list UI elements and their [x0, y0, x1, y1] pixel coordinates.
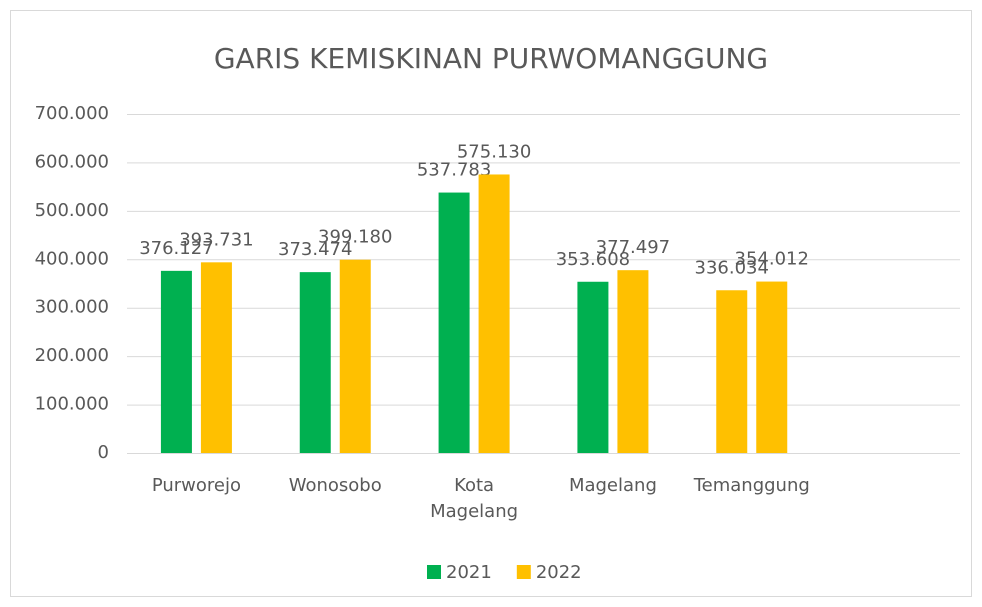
- y-tick-label: 600.000: [35, 151, 109, 172]
- legend-swatch: [516, 565, 531, 579]
- x-tick-label: Wonosobo: [288, 475, 382, 496]
- y-tick-label: 500.000: [35, 200, 109, 221]
- data-label: 376.127: [139, 238, 213, 259]
- data-label: 373.474: [278, 239, 352, 260]
- bar: [716, 290, 748, 453]
- data-label: 353.608: [556, 249, 630, 270]
- bar: [200, 262, 232, 453]
- bar: [299, 272, 331, 453]
- y-tick-label: 100.000: [35, 394, 109, 415]
- data-label: 377.497: [596, 237, 670, 258]
- chart-title: GARIS KEMISKINAN PURWOMANGGUNG: [214, 42, 768, 75]
- bar: [577, 281, 609, 453]
- x-tick-label: Kota Magelang: [430, 475, 519, 522]
- y-tick-label: 0: [98, 442, 109, 463]
- bar: [756, 281, 788, 453]
- data-label: 537.783: [417, 160, 491, 181]
- x-tick-label: Magelang: [568, 475, 657, 496]
- data-label: 336.034: [695, 257, 769, 278]
- legend-label: 2021: [446, 562, 492, 583]
- legend-label: 2022: [536, 562, 582, 583]
- bar: [339, 259, 371, 453]
- data-label: 393.731: [179, 229, 253, 250]
- data-label: 575.130: [457, 141, 531, 162]
- bar: [160, 270, 192, 453]
- y-tick-label: 400.000: [35, 248, 109, 269]
- bar: [438, 192, 470, 453]
- y-tick-label: 700.000: [35, 103, 109, 124]
- y-tick-label: 200.000: [35, 345, 109, 366]
- data-label: 354.012: [735, 249, 809, 270]
- x-tick-label: Temanggung: [693, 475, 810, 496]
- y-tick-label: 300.000: [35, 297, 109, 318]
- bar: [617, 270, 649, 453]
- data-label: 399.180: [318, 227, 392, 248]
- x-tick-label: Purworejo: [151, 475, 241, 496]
- legend-swatch: [427, 565, 441, 579]
- bar: [478, 174, 510, 453]
